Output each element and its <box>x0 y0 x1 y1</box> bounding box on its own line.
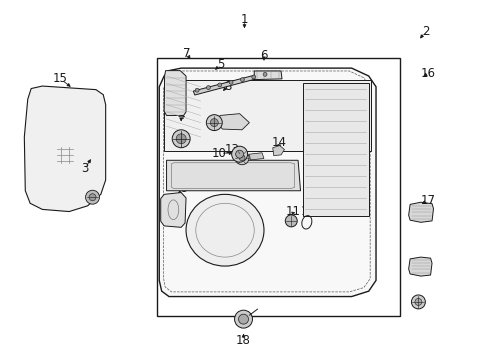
Bar <box>157 58 400 316</box>
Circle shape <box>89 194 96 201</box>
Circle shape <box>235 151 248 165</box>
Circle shape <box>206 114 222 131</box>
Text: 14: 14 <box>271 136 286 149</box>
Circle shape <box>234 310 252 328</box>
Text: 12: 12 <box>300 205 315 218</box>
Text: 7: 7 <box>183 47 190 60</box>
Circle shape <box>172 130 190 148</box>
Circle shape <box>263 72 266 76</box>
Text: 3: 3 <box>81 162 88 175</box>
Circle shape <box>414 298 421 305</box>
Circle shape <box>206 86 210 90</box>
Text: 10: 10 <box>211 147 226 159</box>
Text: 4: 4 <box>177 109 184 122</box>
Polygon shape <box>24 86 105 212</box>
Polygon shape <box>303 83 368 216</box>
Text: 18: 18 <box>236 334 250 347</box>
Text: 5: 5 <box>217 58 224 71</box>
Polygon shape <box>164 71 185 116</box>
Circle shape <box>235 150 243 158</box>
Polygon shape <box>408 202 433 222</box>
Polygon shape <box>159 68 375 297</box>
Ellipse shape <box>185 194 264 266</box>
Polygon shape <box>161 193 185 227</box>
Text: 17: 17 <box>420 194 435 207</box>
Text: 8: 8 <box>224 80 231 93</box>
Text: 13: 13 <box>224 143 239 156</box>
Text: 9: 9 <box>180 183 187 195</box>
Circle shape <box>285 215 297 227</box>
Polygon shape <box>272 145 284 156</box>
Circle shape <box>210 119 218 127</box>
Circle shape <box>85 190 99 204</box>
Circle shape <box>251 75 255 79</box>
Polygon shape <box>408 257 431 276</box>
Polygon shape <box>249 153 264 160</box>
Circle shape <box>238 314 248 324</box>
Circle shape <box>229 80 233 84</box>
Text: 6: 6 <box>260 49 267 62</box>
Polygon shape <box>193 72 269 95</box>
Polygon shape <box>164 80 370 151</box>
Polygon shape <box>216 114 249 130</box>
Polygon shape <box>254 71 282 80</box>
Circle shape <box>239 155 244 161</box>
Text: 16: 16 <box>420 67 435 80</box>
Text: 11: 11 <box>285 205 300 218</box>
Circle shape <box>176 134 186 144</box>
Text: 15: 15 <box>53 72 68 85</box>
Polygon shape <box>166 160 300 191</box>
Circle shape <box>195 88 199 92</box>
Circle shape <box>231 146 247 162</box>
Text: 1: 1 <box>240 13 248 26</box>
Circle shape <box>410 295 425 309</box>
Circle shape <box>240 78 244 82</box>
Text: 2: 2 <box>421 25 428 38</box>
Circle shape <box>217 83 221 87</box>
